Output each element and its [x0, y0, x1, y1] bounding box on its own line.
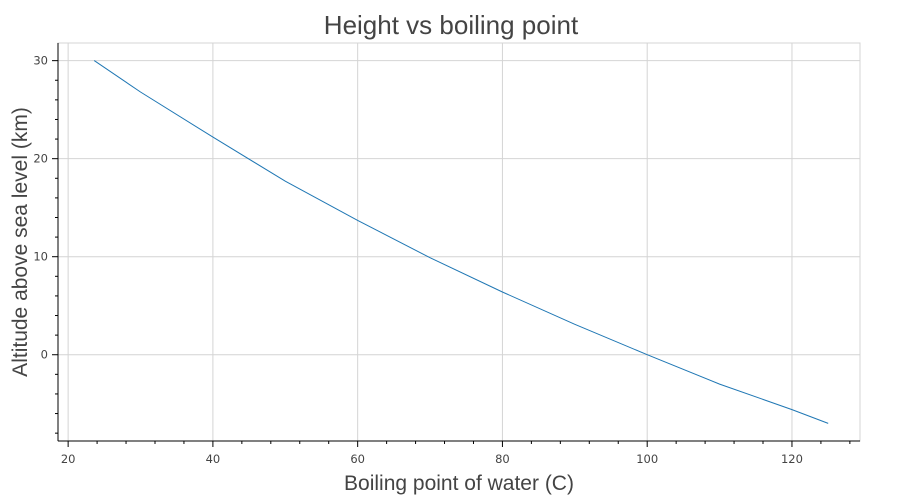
y-tick-label: 20	[33, 152, 48, 166]
axes: 20 40 60 80 100 120 0 10 20 30	[33, 43, 860, 466]
y-axis-label: Altitude above sea level (km)	[9, 107, 32, 377]
y-tick-label: 10	[33, 250, 48, 264]
x-axis-label: Boiling point of water (C)	[344, 472, 574, 495]
y-tick-label: 30	[33, 54, 48, 68]
series-layer	[93, 60, 829, 424]
x-tick-label: 40	[206, 452, 221, 466]
x-tick-label: 80	[495, 452, 510, 466]
grid	[57, 42, 861, 442]
x-tick-label: 100	[636, 452, 658, 466]
y-tick-label: 0	[41, 348, 48, 362]
x-tick-label: 20	[61, 452, 76, 466]
chart-title: Height vs boiling point	[324, 10, 579, 40]
plot-frame	[57, 42, 861, 442]
x-tick-label: 60	[350, 452, 365, 466]
x-tick-label: 120	[781, 452, 803, 466]
series-line	[93, 60, 829, 424]
